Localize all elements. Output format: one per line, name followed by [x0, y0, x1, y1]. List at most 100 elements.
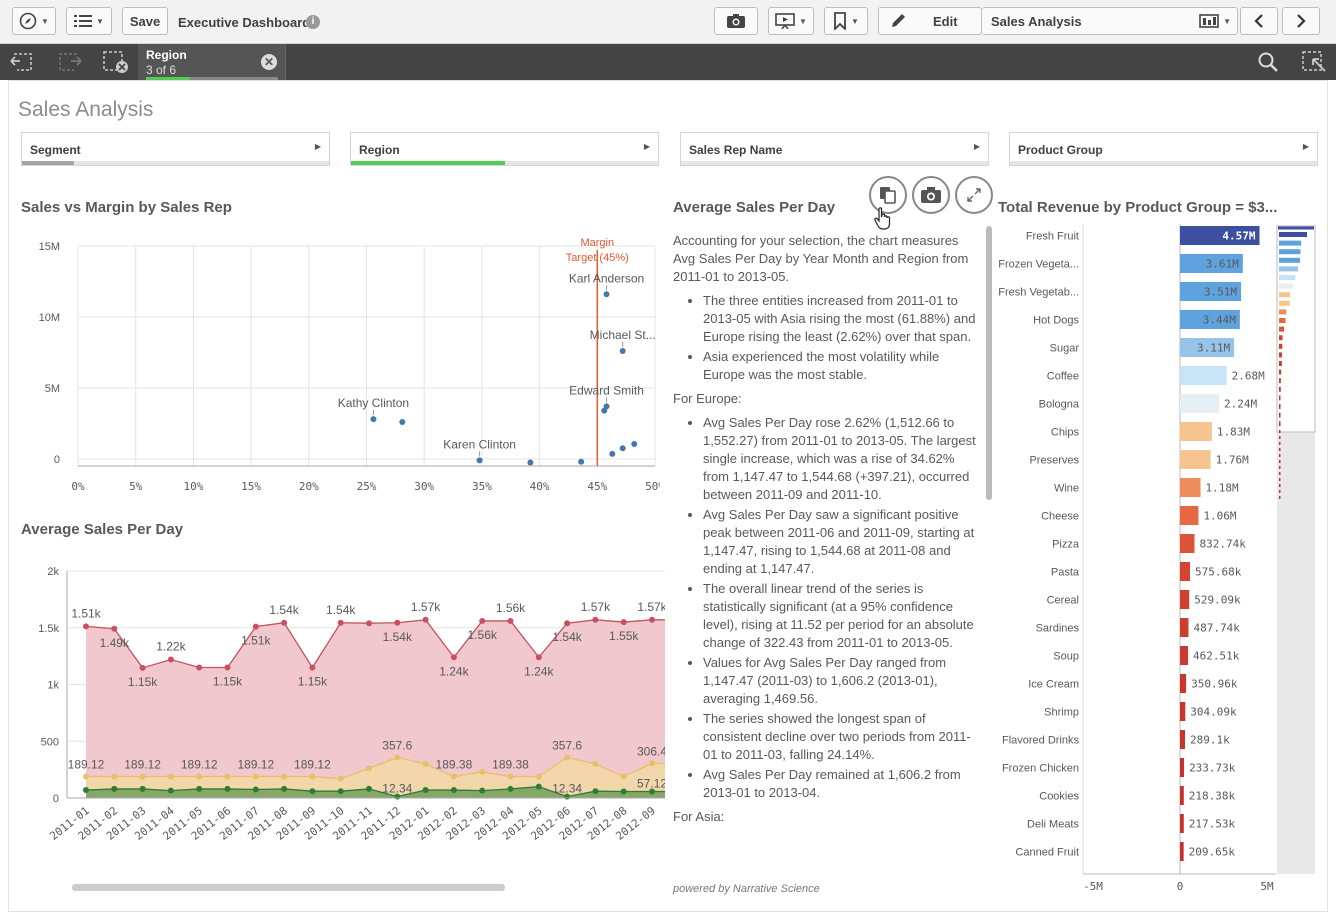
scatter-point [631, 441, 638, 447]
bar-value-label: 218.38k [1189, 790, 1236, 803]
scatter-chart[interactable]: 0% 5% 10% 15% 20% 25% 30% 35% 40% 45% 50% 0 5M 10M 15M… [20, 226, 660, 502]
vertical-scrollbar[interactable] [986, 226, 992, 500]
clear-all-selections-button[interactable] [98, 48, 134, 76]
narrative-bullet: Avg Sales Per Day remained at 1,606.2 fr… [703, 766, 981, 802]
x-tick-label: 40% [530, 480, 550, 493]
minimap-bar [1279, 266, 1299, 272]
series-point [450, 654, 457, 661]
category-label: Frozen Vegeta... [998, 259, 1079, 271]
series-point [252, 773, 259, 780]
minimap-bar [1279, 326, 1285, 332]
bar [1180, 310, 1240, 329]
series-point [479, 787, 486, 794]
category-label: Flavored Drinks [1002, 735, 1080, 747]
category-label: Preserves [1029, 455, 1079, 467]
minimap-bar [1279, 404, 1281, 409]
series-point [649, 788, 655, 795]
expand-icon [967, 188, 981, 202]
bar [1180, 422, 1212, 441]
minimap-bar [1279, 484, 1281, 487]
bookmark-icon [834, 12, 846, 30]
category-label: Ice Cream [1028, 679, 1079, 691]
previous-sheet-button[interactable] [1240, 7, 1278, 35]
copy-icon [880, 187, 896, 204]
filter-state-bar [681, 161, 988, 165]
sheet-name: Sales Analysis [991, 13, 1082, 29]
bar [1180, 562, 1191, 581]
series-point [196, 785, 203, 792]
category-label: Fresh Vegetab... [998, 287, 1079, 299]
bar [1180, 674, 1187, 693]
y-tick-label: 5M [45, 383, 60, 395]
minimap-bar [1279, 309, 1287, 315]
selections-tool-button[interactable] [1296, 48, 1332, 76]
step-back-button[interactable] [4, 48, 40, 76]
bar [1180, 814, 1184, 833]
list-icon [74, 15, 93, 27]
presentation-icon [775, 13, 795, 29]
expand-icon: ▶ [643, 142, 650, 151]
minimap-bar [1279, 318, 1286, 323]
data-label: 12.34 [552, 782, 582, 796]
category-label: Cheese [1041, 511, 1079, 523]
sheet-selector[interactable]: Sales Analysis ▼ [982, 7, 1238, 35]
scatter-point [609, 450, 616, 457]
series-point [252, 623, 259, 630]
save-button[interactable]: Save [122, 7, 168, 35]
data-label: 1.22k [156, 640, 186, 654]
bar [1180, 338, 1235, 357]
snapshot-library-button[interactable] [714, 7, 758, 35]
bookmarks-button[interactable]: ▼ [824, 7, 868, 35]
copy-button[interactable] [869, 176, 907, 214]
filter-product-group[interactable]: Product Group ▶ [1009, 132, 1318, 166]
storytelling-button[interactable]: ▼ [768, 7, 814, 35]
data-label: 1.54k [326, 603, 356, 617]
narrative-bullet: Asia experienced the most volatility whi… [703, 348, 981, 384]
category-label: Shrimp [1044, 707, 1079, 719]
app-overview-button[interactable]: ▼ [66, 7, 112, 35]
bar-value-label: 4.57M [1222, 230, 1255, 243]
filter-region[interactable]: Region ▶ [350, 132, 659, 166]
bar-chart-title: Total Revenue by Product Group = $3... [998, 199, 1278, 216]
bar [1180, 506, 1199, 525]
x-tick-label: -5M [1083, 880, 1103, 893]
minimap-bar [1279, 343, 1283, 349]
snapshot-button[interactable] [912, 176, 950, 214]
region-selection-chip[interactable]: Region 3 of 6 ✕ [138, 44, 286, 80]
series-point [309, 788, 316, 795]
bar-chart[interactable]: -5M 0 5M Fresh Fruit 4.57M Frozen Vegeta... 3.… [995, 222, 1325, 894]
step-forward-button[interactable] [52, 48, 88, 76]
scatter-point [527, 459, 534, 466]
edit-button[interactable]: Edit [878, 7, 982, 35]
y-tick-label: 2k [47, 566, 59, 578]
x-tick-label: 30% [414, 480, 434, 493]
filter-segment[interactable]: Segment ▶ [21, 132, 330, 166]
series-point [564, 754, 571, 761]
filter-label: Region [359, 143, 400, 157]
bar [1180, 450, 1211, 469]
bar-value-label: 575.68k [1195, 566, 1242, 579]
data-label: 1.57k [581, 600, 611, 614]
y-tick-label: 0 [54, 454, 60, 466]
series-line [85, 619, 665, 669]
info-icon[interactable]: i [306, 15, 320, 29]
category-label: Canned Fruit [1015, 847, 1079, 859]
bar [1180, 618, 1189, 637]
x-tick-label: 0% [71, 480, 85, 493]
clear-selection-icon[interactable]: ✕ [261, 54, 277, 70]
narrative-bullet: Avg Sales Per Day saw a significant posi… [703, 506, 981, 578]
series-point [111, 625, 118, 632]
line-area-chart[interactable]: 0 500 1k 1.5k 2k 1.51k 1.49k 1.15k 1.22k 1.15k 1.5… [20, 556, 665, 880]
navigation-menu-button[interactable]: ▼ [12, 7, 56, 35]
search-button[interactable] [1250, 48, 1286, 76]
fullscreen-button[interactable] [955, 176, 993, 214]
minimap-bar [1279, 232, 1307, 237]
horizontal-scrollbar[interactable] [72, 884, 505, 891]
series-point [450, 773, 457, 780]
series-point [196, 664, 203, 671]
next-sheet-button[interactable] [1282, 7, 1320, 35]
data-label: 1.49k [100, 636, 130, 650]
minimap-bar [1279, 454, 1281, 457]
bar-value-label: 3.51M [1204, 286, 1237, 299]
filter-sales-rep-name[interactable]: Sales Rep Name ▶ [680, 132, 989, 166]
